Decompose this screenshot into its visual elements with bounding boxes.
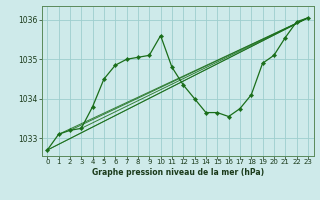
X-axis label: Graphe pression niveau de la mer (hPa): Graphe pression niveau de la mer (hPa) — [92, 168, 264, 177]
